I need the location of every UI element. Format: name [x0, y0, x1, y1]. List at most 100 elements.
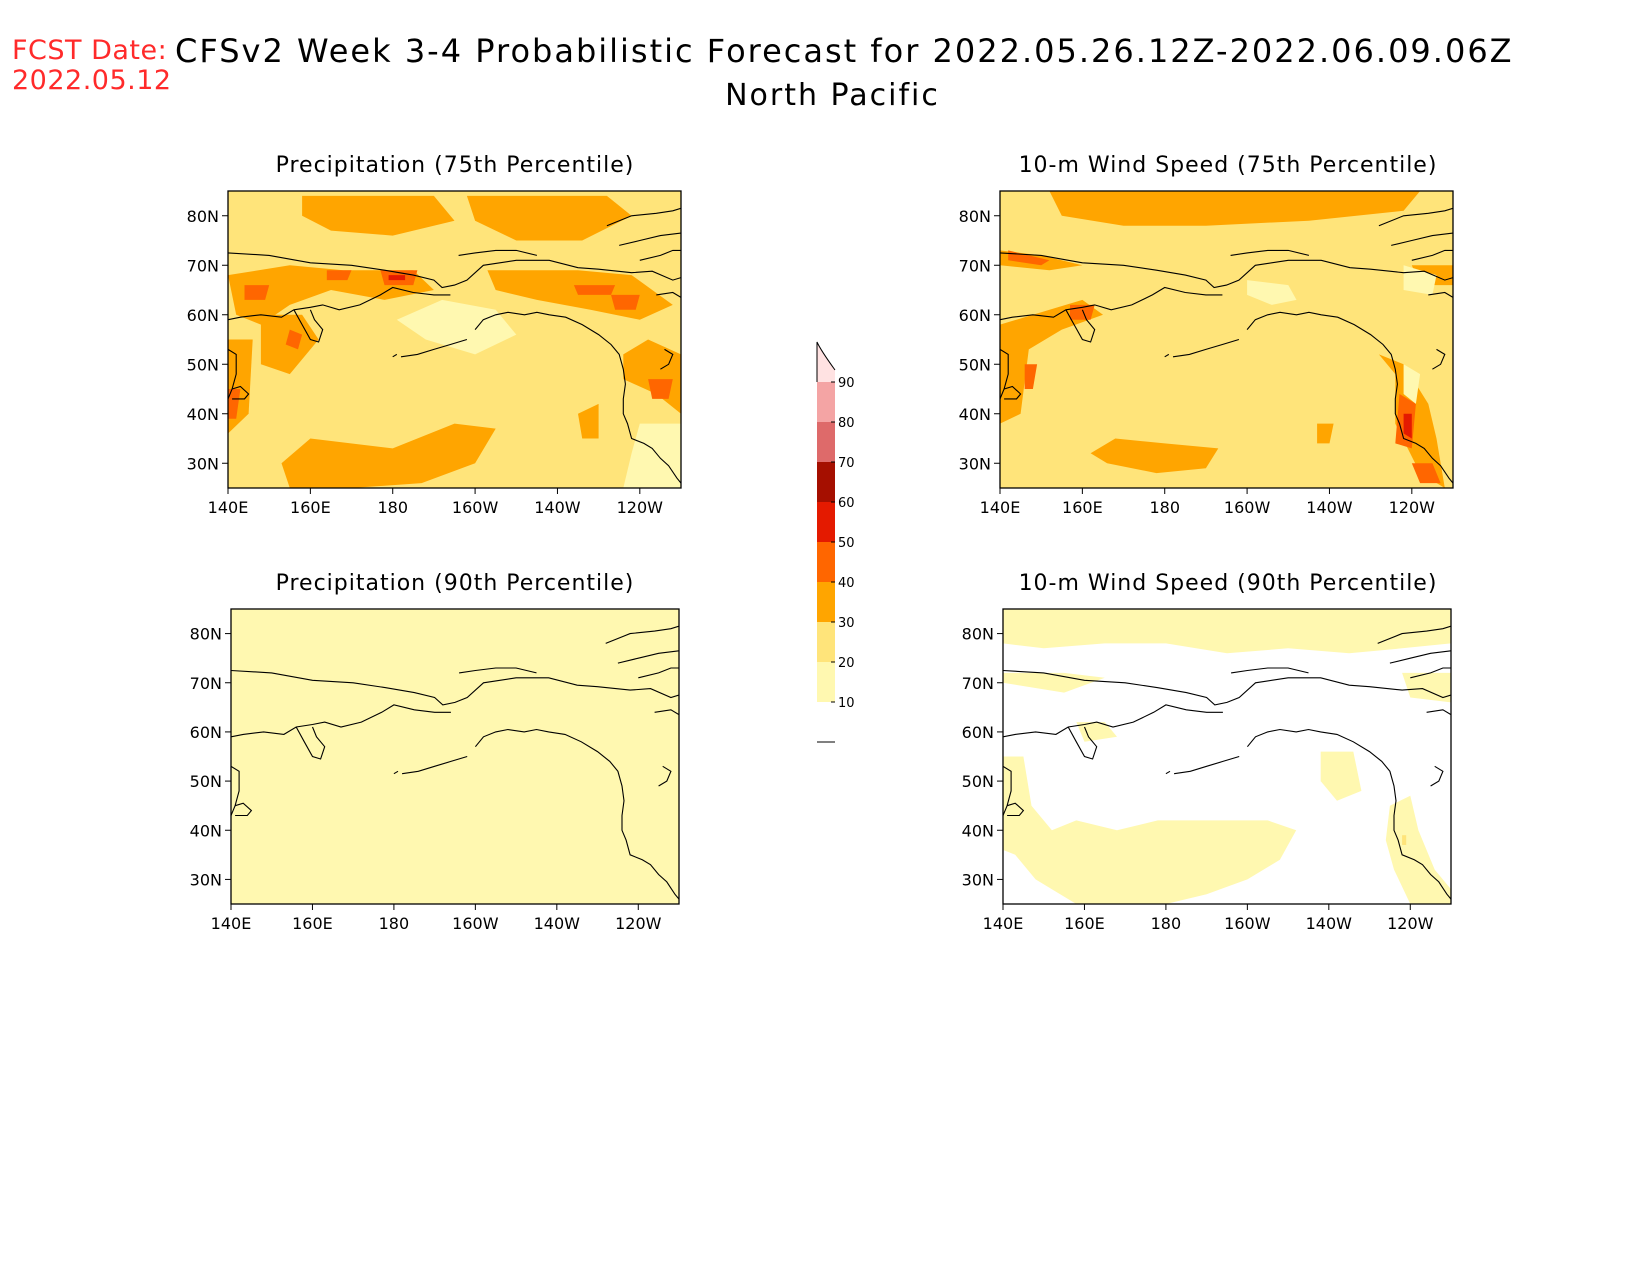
coastline	[231, 765, 240, 816]
colorbar-top-cap	[816, 341, 836, 382]
colorbar-segment	[817, 542, 835, 582]
probability-region	[623, 423, 681, 488]
coastline	[458, 249, 538, 256]
lon-tick-label: 160E	[1062, 498, 1103, 517]
map-panel-precip-75: Precipitation (75th Percentile) 140E 160E 1…	[187, 153, 682, 517]
lat-tick-label: 40N	[187, 405, 219, 424]
panel-title: Precipitation (75th Percentile)	[276, 153, 635, 178]
coastline	[1000, 252, 1453, 289]
probability-field	[231, 609, 679, 904]
lat-tick-label: 30N	[190, 870, 222, 889]
coastline	[1003, 385, 1022, 400]
coastline	[1246, 311, 1453, 484]
lon-tick-label: 180	[1151, 914, 1182, 933]
coastline	[1231, 667, 1309, 674]
coastline	[1000, 286, 1223, 321]
coastline	[660, 348, 674, 370]
probability-region	[1403, 364, 1421, 404]
probability-region	[1003, 609, 1451, 654]
lat-tick-label: 60N	[190, 723, 222, 742]
colorbar-segment	[817, 662, 835, 702]
coastline	[1410, 667, 1451, 679]
lon-tick-label: 120W	[1389, 498, 1436, 517]
coastline	[1164, 353, 1170, 358]
probability-region	[244, 285, 270, 300]
coastline	[474, 728, 679, 900]
colorbar-segment	[817, 462, 835, 502]
map-frame	[230, 608, 680, 905]
map-frame	[1002, 608, 1452, 905]
probability-region	[573, 285, 616, 295]
probability-region	[281, 423, 496, 488]
coastline	[393, 770, 399, 775]
figure-title: CFSv2 Week 3-4 Probabilistic Forecast fo…	[175, 32, 1514, 70]
probability-region	[388, 275, 406, 281]
colorbar-label: 10	[838, 696, 855, 711]
lat-tick-label: 60N	[962, 723, 994, 742]
probability-region	[231, 741, 394, 845]
probability-region	[1402, 835, 1407, 845]
coastline	[293, 309, 324, 343]
lon-tick-label: 160W	[452, 914, 499, 933]
lat-tick-label: 60N	[187, 306, 219, 325]
lon-tick-label: 120W	[617, 498, 664, 517]
lon-tick-label: 160W	[1224, 914, 1271, 933]
coastline	[1391, 232, 1453, 246]
colorbar-segment	[817, 422, 835, 462]
coastline	[231, 385, 250, 400]
coastline	[656, 291, 681, 298]
coastline	[400, 338, 468, 358]
probability-region	[396, 299, 517, 355]
probability-region	[1247, 280, 1297, 305]
map-frame	[227, 190, 682, 489]
probability-field	[228, 191, 681, 488]
colorbar-segment	[817, 342, 835, 382]
probability-region	[611, 294, 640, 310]
lon-tick-label: 140E	[980, 498, 1021, 517]
lat-tick-label: 70N	[190, 674, 222, 693]
colorbar-segment	[817, 502, 835, 542]
forecast-date-label: FCST Date:	[12, 35, 168, 66]
coastline	[1000, 348, 1009, 400]
probability-region	[285, 329, 303, 350]
probability-region	[228, 389, 241, 419]
lon-tick-label: 160W	[452, 498, 499, 517]
probability-region	[231, 609, 679, 664]
map-panel-wind-75: 10-m Wind Speed (75th Percentile) 140E 160…	[959, 153, 1454, 517]
lon-tick-label: 160E	[1064, 914, 1105, 933]
lat-tick-label: 30N	[962, 870, 994, 889]
coastline	[1428, 291, 1453, 298]
probability-region	[1411, 463, 1441, 484]
lat-tick-label: 80N	[190, 625, 222, 644]
lat-tick-label: 70N	[962, 674, 994, 693]
coastline	[231, 704, 451, 738]
lon-tick-label: 140W	[1306, 498, 1353, 517]
coastline	[1003, 704, 1223, 738]
coastline	[1426, 709, 1451, 716]
lat-tick-label: 80N	[959, 207, 991, 226]
coastline	[639, 249, 681, 261]
lon-tick-label: 160E	[290, 498, 331, 517]
probability-region	[1003, 756, 1297, 904]
probability-field	[1000, 191, 1453, 488]
coastline	[392, 353, 398, 358]
lat-tick-label: 40N	[190, 821, 222, 840]
coastline	[231, 669, 679, 706]
lat-tick-label: 60N	[959, 306, 991, 325]
coastline	[605, 625, 679, 644]
lat-tick-label: 40N	[962, 821, 994, 840]
coastline	[228, 286, 451, 321]
probability-region	[1402, 672, 1451, 703]
colorbar-label: 90	[838, 376, 855, 391]
coastline	[617, 650, 679, 664]
coastline	[459, 667, 537, 674]
probability-region	[578, 403, 599, 439]
lat-tick-label: 70N	[959, 256, 991, 275]
forecast-date: FCST Date: 2022.05.12	[12, 36, 172, 96]
lon-tick-label: 180	[377, 498, 408, 517]
probability-region	[487, 682, 679, 742]
lat-tick-label: 50N	[962, 772, 994, 791]
lon-tick-label: 140E	[208, 498, 249, 517]
coastline	[295, 726, 326, 760]
probability-region	[648, 379, 673, 399]
